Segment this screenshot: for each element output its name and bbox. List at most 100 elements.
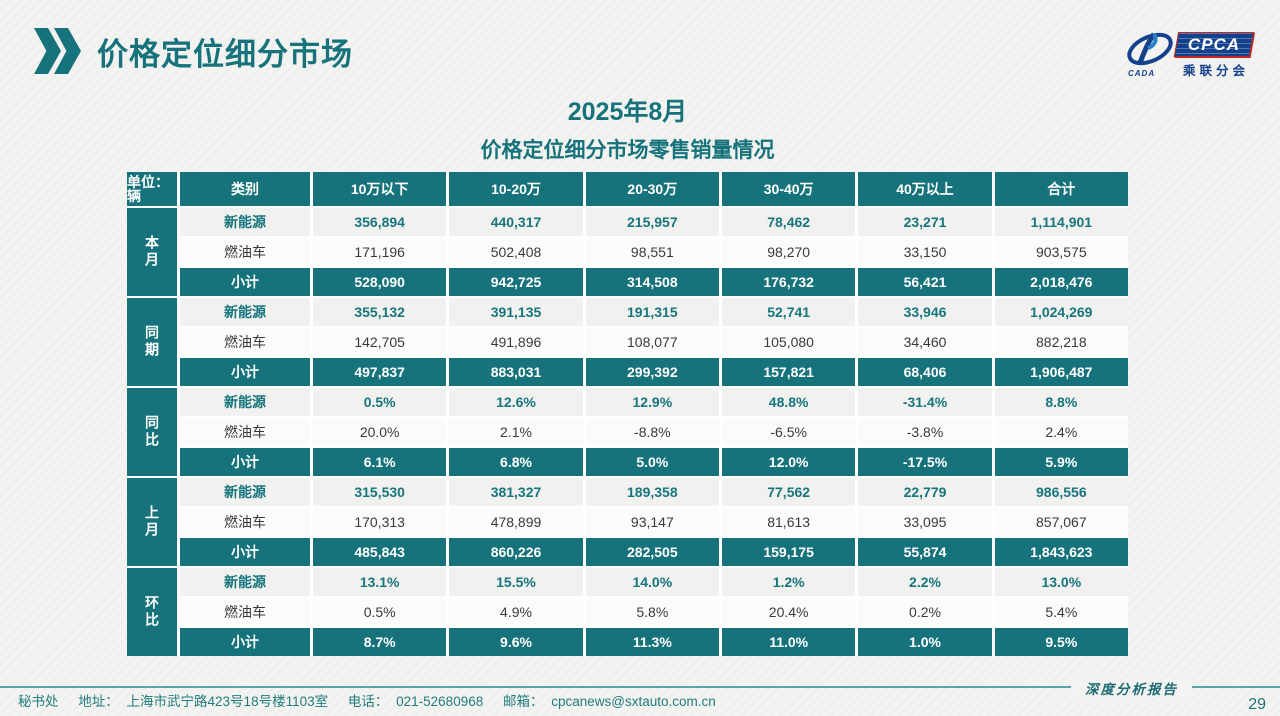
- value-cell: 478,899: [449, 508, 583, 536]
- category-cell: 小计: [180, 538, 310, 566]
- page-title: 价格定位细分市场: [97, 36, 353, 72]
- value-cell: 5.9%: [994, 448, 1128, 476]
- value-cell: 2,018,476: [994, 268, 1128, 296]
- value-cell: 215,957: [585, 208, 719, 236]
- value-cell: 381,327: [449, 478, 583, 506]
- value-cell: 1,906,487: [994, 358, 1128, 386]
- cada-swoosh-icon: CADA: [1124, 30, 1176, 78]
- value-cell: 98,551: [585, 238, 719, 266]
- value-cell: 77,562: [721, 478, 856, 506]
- value-cell: 170,313: [313, 508, 447, 536]
- category-cell: 燃油车: [180, 328, 310, 356]
- value-cell: 356,894: [313, 208, 447, 236]
- value-cell: 171,196: [313, 238, 447, 266]
- value-cell: 55,874: [858, 538, 992, 566]
- value-cell: 33,095: [858, 508, 992, 536]
- value-cell: 5.0%: [585, 448, 719, 476]
- value-cell: -17.5%: [858, 448, 992, 476]
- value-cell: 1.2%: [721, 568, 856, 596]
- value-cell: 1,843,623: [994, 538, 1128, 566]
- value-cell: 299,392: [585, 358, 719, 386]
- value-cell: 56,421: [858, 268, 992, 296]
- table-title-block: 2025年8月 价格定位细分市场零售销量情况: [127, 92, 1128, 164]
- value-cell: 0.5%: [313, 598, 447, 626]
- column-header: 30-40万: [721, 172, 856, 206]
- address-label: 地址：: [78, 694, 119, 709]
- value-cell: 485,843: [313, 538, 447, 566]
- value-cell: -31.4%: [858, 388, 992, 416]
- page-number: 29: [1248, 696, 1266, 713]
- cpca-badge: CPCA: [1173, 32, 1255, 57]
- column-header: 合计: [994, 172, 1128, 206]
- value-cell: 9.5%: [994, 628, 1128, 656]
- value-cell: 33,150: [858, 238, 992, 266]
- secretariat-label: 秘书处: [18, 694, 59, 709]
- column-header: 类别: [180, 172, 310, 206]
- value-cell: 1,024,269: [994, 298, 1128, 326]
- category-cell: 小计: [180, 448, 310, 476]
- group-label: 同期: [127, 298, 177, 386]
- category-cell: 小计: [180, 628, 310, 656]
- value-cell: 0.2%: [858, 598, 992, 626]
- value-cell: 2.4%: [994, 418, 1128, 446]
- category-cell: 新能源: [180, 208, 310, 236]
- cpca-wordmark: CPCA 乘联分会: [1173, 30, 1256, 79]
- value-cell: 942,725: [449, 268, 583, 296]
- value-cell: 93,147: [585, 508, 719, 536]
- address-value: 上海市武宁路423号18号楼1103室: [126, 694, 329, 709]
- cada-label: CADA: [1128, 69, 1156, 78]
- value-cell: 903,575: [994, 238, 1128, 266]
- value-cell: 142,705: [313, 328, 447, 356]
- value-cell: 20.4%: [721, 598, 856, 626]
- value-cell: -6.5%: [721, 418, 856, 446]
- column-header: 40万以上: [858, 172, 992, 206]
- column-header: 10万以下: [313, 172, 447, 206]
- value-cell: 314,508: [585, 268, 719, 296]
- value-cell: 882,218: [994, 328, 1128, 356]
- value-cell: 12.6%: [449, 388, 583, 416]
- phone-value: 021-52680968: [396, 694, 484, 709]
- value-cell: 11.3%: [585, 628, 719, 656]
- value-cell: 191,315: [585, 298, 719, 326]
- category-cell: 新能源: [180, 388, 310, 416]
- chevron-right-icon: [34, 28, 61, 74]
- value-cell: 13.1%: [313, 568, 447, 596]
- cpca-label: CPCA: [1187, 34, 1241, 54]
- value-cell: 14.0%: [585, 568, 719, 596]
- value-cell: 986,556: [994, 478, 1128, 506]
- value-cell: 2.1%: [449, 418, 583, 446]
- value-cell: 5.4%: [994, 598, 1128, 626]
- value-cell: 883,031: [449, 358, 583, 386]
- value-cell: 9.6%: [449, 628, 583, 656]
- value-cell: 81,613: [721, 508, 856, 536]
- slide-header: 价格定位细分市场: [34, 28, 353, 74]
- category-cell: 小计: [180, 358, 310, 386]
- value-cell: 315,530: [313, 478, 447, 506]
- column-header: 20-30万: [585, 172, 719, 206]
- unit-label: 单位：辆: [127, 172, 177, 206]
- value-cell: 15.5%: [449, 568, 583, 596]
- value-cell: -8.8%: [585, 418, 719, 446]
- category-cell: 燃油车: [180, 598, 310, 626]
- category-cell: 新能源: [180, 298, 310, 326]
- group-label: 本月: [127, 208, 177, 296]
- value-cell: 2.2%: [858, 568, 992, 596]
- group-label: 环比: [127, 568, 177, 656]
- column-header: 10-20万: [449, 172, 583, 206]
- org-name-label: 乘联分会: [1182, 64, 1249, 78]
- value-cell: 48.8%: [721, 388, 856, 416]
- value-cell: 8.7%: [313, 628, 447, 656]
- value-cell: 1,114,901: [994, 208, 1128, 236]
- value-cell: 4.9%: [449, 598, 583, 626]
- value-cell: 176,732: [721, 268, 856, 296]
- value-cell: 12.9%: [585, 388, 719, 416]
- value-cell: 52,741: [721, 298, 856, 326]
- subtitle-text: 价格定位细分市场零售销量情况: [480, 139, 775, 162]
- value-cell: 108,077: [585, 328, 719, 356]
- phone-label: 电话：: [347, 694, 389, 709]
- value-cell: 6.1%: [313, 448, 447, 476]
- value-cell: 11.0%: [721, 628, 856, 656]
- subtitle-date: 2025年8月: [567, 98, 688, 126]
- category-cell: 新能源: [180, 568, 310, 596]
- value-cell: 391,135: [449, 298, 583, 326]
